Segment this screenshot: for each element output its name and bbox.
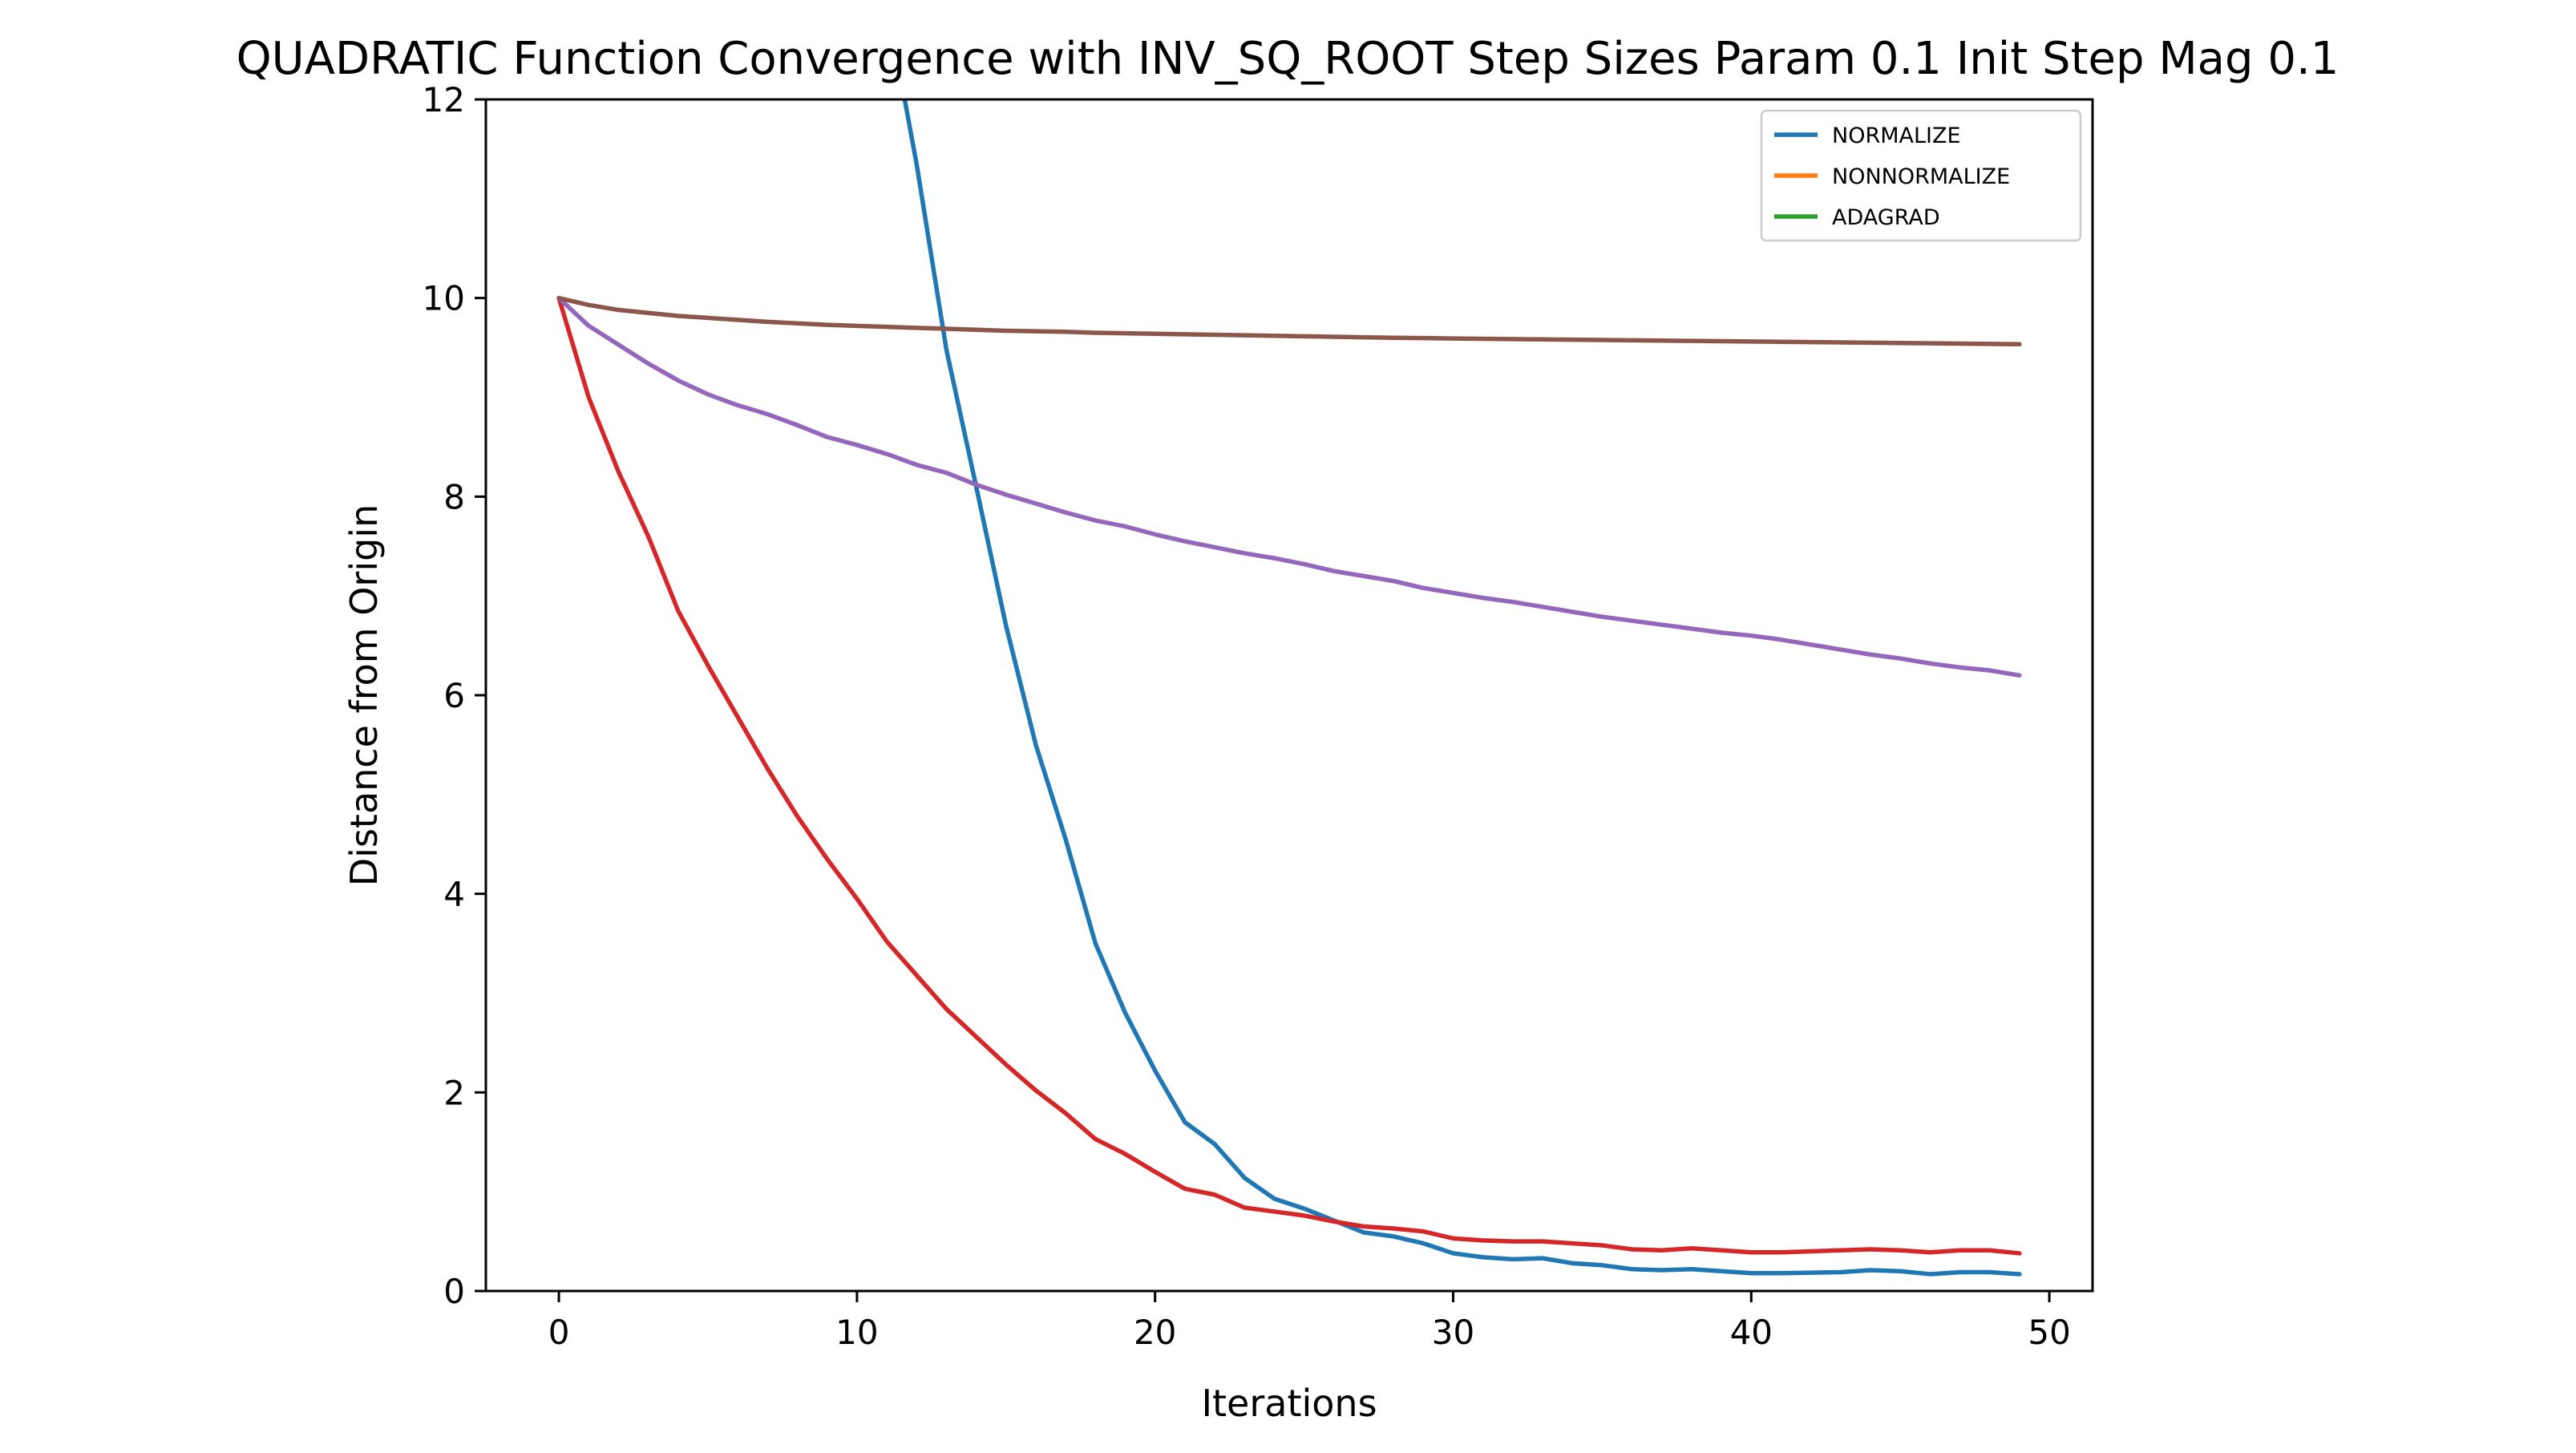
y-tick-label: 2 <box>443 1073 465 1112</box>
y-axis: 0 2 4 6 8 10 12 <box>423 80 486 1311</box>
x-tick-label: 10 <box>835 1313 878 1352</box>
series-layer <box>556 99 2022 1277</box>
y-tick-label: 0 <box>443 1272 465 1311</box>
legend-label: NONNORMALIZE <box>1832 164 2010 189</box>
y-axis-label: Distance from Origin <box>342 504 386 886</box>
x-tick-label: 40 <box>1730 1313 1773 1352</box>
x-tick-label: 0 <box>548 1313 570 1352</box>
x-tick-label: 30 <box>1432 1313 1474 1352</box>
y-tick-label: 12 <box>423 80 465 119</box>
y-tick-label: 10 <box>423 279 465 318</box>
legend-label: ADAGRAD <box>1832 205 1940 230</box>
legend-label: NORMALIZE <box>1832 123 1961 148</box>
series-line-3 <box>556 295 2022 678</box>
y-tick-label: 4 <box>443 875 465 914</box>
x-axis-label: Iterations <box>1201 1382 1377 1425</box>
x-tick-label: 50 <box>2028 1313 2070 1352</box>
series-line-1 <box>902 99 2022 1277</box>
x-axis: 0 10 20 30 40 50 <box>548 1291 2071 1352</box>
y-tick-label: 8 <box>443 477 465 516</box>
chart-title: QUADRATIC Function Convergence with INV_… <box>237 33 2339 85</box>
legend: NORMALIZE NONNORMALIZE ADAGRAD <box>1760 109 2082 242</box>
x-tick-label: 20 <box>1134 1313 1176 1352</box>
y-tick-label: 6 <box>443 676 465 715</box>
series-line-2 <box>556 295 2022 1256</box>
legend-frame <box>1760 109 2082 242</box>
series-line-4 <box>556 295 2022 346</box>
